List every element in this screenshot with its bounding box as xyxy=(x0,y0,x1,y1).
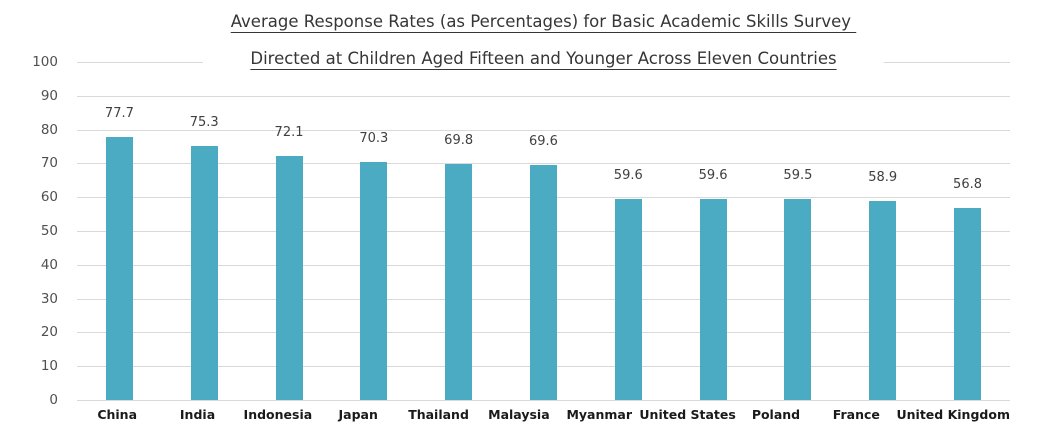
y-axis-tick-label: 90 xyxy=(40,88,58,104)
y-axis-tick-label: 80 xyxy=(40,122,58,138)
bar xyxy=(529,164,557,400)
chart-title: Average Response Rates (as Percentages) … xyxy=(77,8,1010,77)
bar-value-label: 77.7 xyxy=(104,106,134,122)
x-axis-cell: France xyxy=(816,407,896,422)
plot-area: 77.7 75.3 72.1 70.3 69.8 69.6 59.6 59.6 59.5 58.9… xyxy=(77,62,1010,401)
bar-value-label: 56.8 xyxy=(953,177,982,192)
y-axis-tick-label: 20 xyxy=(40,324,58,340)
x-axis-category-label: Myanmar xyxy=(566,407,632,422)
bar-group: 59.6 xyxy=(671,62,756,400)
bar-value-label: 69.6 xyxy=(528,133,558,149)
bar-group: 69.8 xyxy=(416,62,501,400)
bar-value-label: 69.8 xyxy=(444,133,474,149)
bar-group: 59.5 xyxy=(756,62,841,400)
y-axis-tick-label: 70 xyxy=(40,155,58,171)
bar-group: 58.9 xyxy=(840,62,925,400)
bar-value-label: 72.1 xyxy=(274,125,304,141)
gridline xyxy=(77,96,1010,97)
y-axis-tick-label: 40 xyxy=(40,257,58,273)
bar xyxy=(869,200,897,400)
bar xyxy=(445,164,473,400)
bar-value-label: 59.6 xyxy=(698,167,728,183)
bar xyxy=(784,198,812,400)
bars: 77.7 75.3 72.1 70.3 69.8 69.6 59.6 59.6 59.5 58.9… xyxy=(77,62,1010,400)
y-axis-tick-label: 50 xyxy=(40,223,58,239)
bar-group: 72.1 xyxy=(247,62,332,400)
y-axis-tick-label: 0 xyxy=(49,392,58,408)
bar xyxy=(275,156,303,400)
x-axis-cell: Indonesia xyxy=(238,407,318,422)
bar-value-label: 70.3 xyxy=(359,131,389,147)
gridline xyxy=(77,400,1010,401)
y-axis-tick-label: 10 xyxy=(40,358,58,374)
x-axis-cell: Japan xyxy=(318,407,398,422)
bar-group: 75.3 xyxy=(162,62,247,400)
chart-title-line-2: Directed at Children Aged Fifteen and Yo… xyxy=(250,49,837,68)
bar-group: 77.7 xyxy=(77,62,162,400)
bar-group: 69.6 xyxy=(501,62,586,400)
bar-value-label: 58.9 xyxy=(868,169,898,185)
x-axis-cell: China xyxy=(77,407,157,422)
bar-group: 56.8 xyxy=(925,62,1010,400)
x-axis-category-label: United Kingdom xyxy=(896,407,1010,422)
x-axis-category-label: Malaysia xyxy=(488,407,550,422)
y-axis-tick-label: 100 xyxy=(32,54,58,70)
x-axis-cell: Poland xyxy=(736,407,816,422)
x-axis-category-label: China xyxy=(97,407,138,422)
chart-title-line-1: Average Response Rates (as Percentages) … xyxy=(230,12,857,31)
y-axis-labels: 0 10 20 30 40 50 60 70 80 90 100 xyxy=(0,54,58,408)
x-axis-cell: United States xyxy=(639,407,735,422)
x-axis-category-label: Poland xyxy=(751,407,801,422)
x-axis-cell: Malaysia xyxy=(479,407,559,422)
bar xyxy=(954,208,982,400)
x-axis-cell: United Kingdom xyxy=(897,407,1010,422)
bar xyxy=(699,198,727,400)
bar-value-label: 59.5 xyxy=(783,167,813,183)
bar-group: 59.6 xyxy=(586,62,671,400)
bar-group: 70.3 xyxy=(331,62,416,400)
x-axis-category-label: India xyxy=(179,407,216,422)
bar-value-label: 75.3 xyxy=(189,114,219,130)
x-axis-category-label: Japan xyxy=(338,407,378,422)
bar-value-label: 59.6 xyxy=(613,167,643,183)
x-axis-category-label: Indonesia xyxy=(243,407,313,422)
x-axis-cell: India xyxy=(157,407,237,422)
x-axis-category-label: France xyxy=(832,407,880,422)
gridline xyxy=(77,130,1010,131)
x-axis-category-label: Thailand xyxy=(408,407,469,422)
bar xyxy=(190,145,218,400)
x-axis-cell: Thailand xyxy=(398,407,478,422)
bar xyxy=(614,198,642,400)
chart-title-box: Average Response Rates (as Percentages) … xyxy=(202,8,885,77)
x-axis-cell: Myanmar xyxy=(559,407,639,422)
x-axis-labels: China India Indonesia Japan Thailand Malaysia… xyxy=(77,407,1010,422)
x-axis-category-label: United States xyxy=(639,407,736,422)
bar xyxy=(105,137,133,400)
y-axis-tick-label: 60 xyxy=(40,189,58,205)
y-axis-tick-label: 30 xyxy=(40,291,58,307)
bar xyxy=(360,162,388,400)
gridline xyxy=(77,163,1010,164)
